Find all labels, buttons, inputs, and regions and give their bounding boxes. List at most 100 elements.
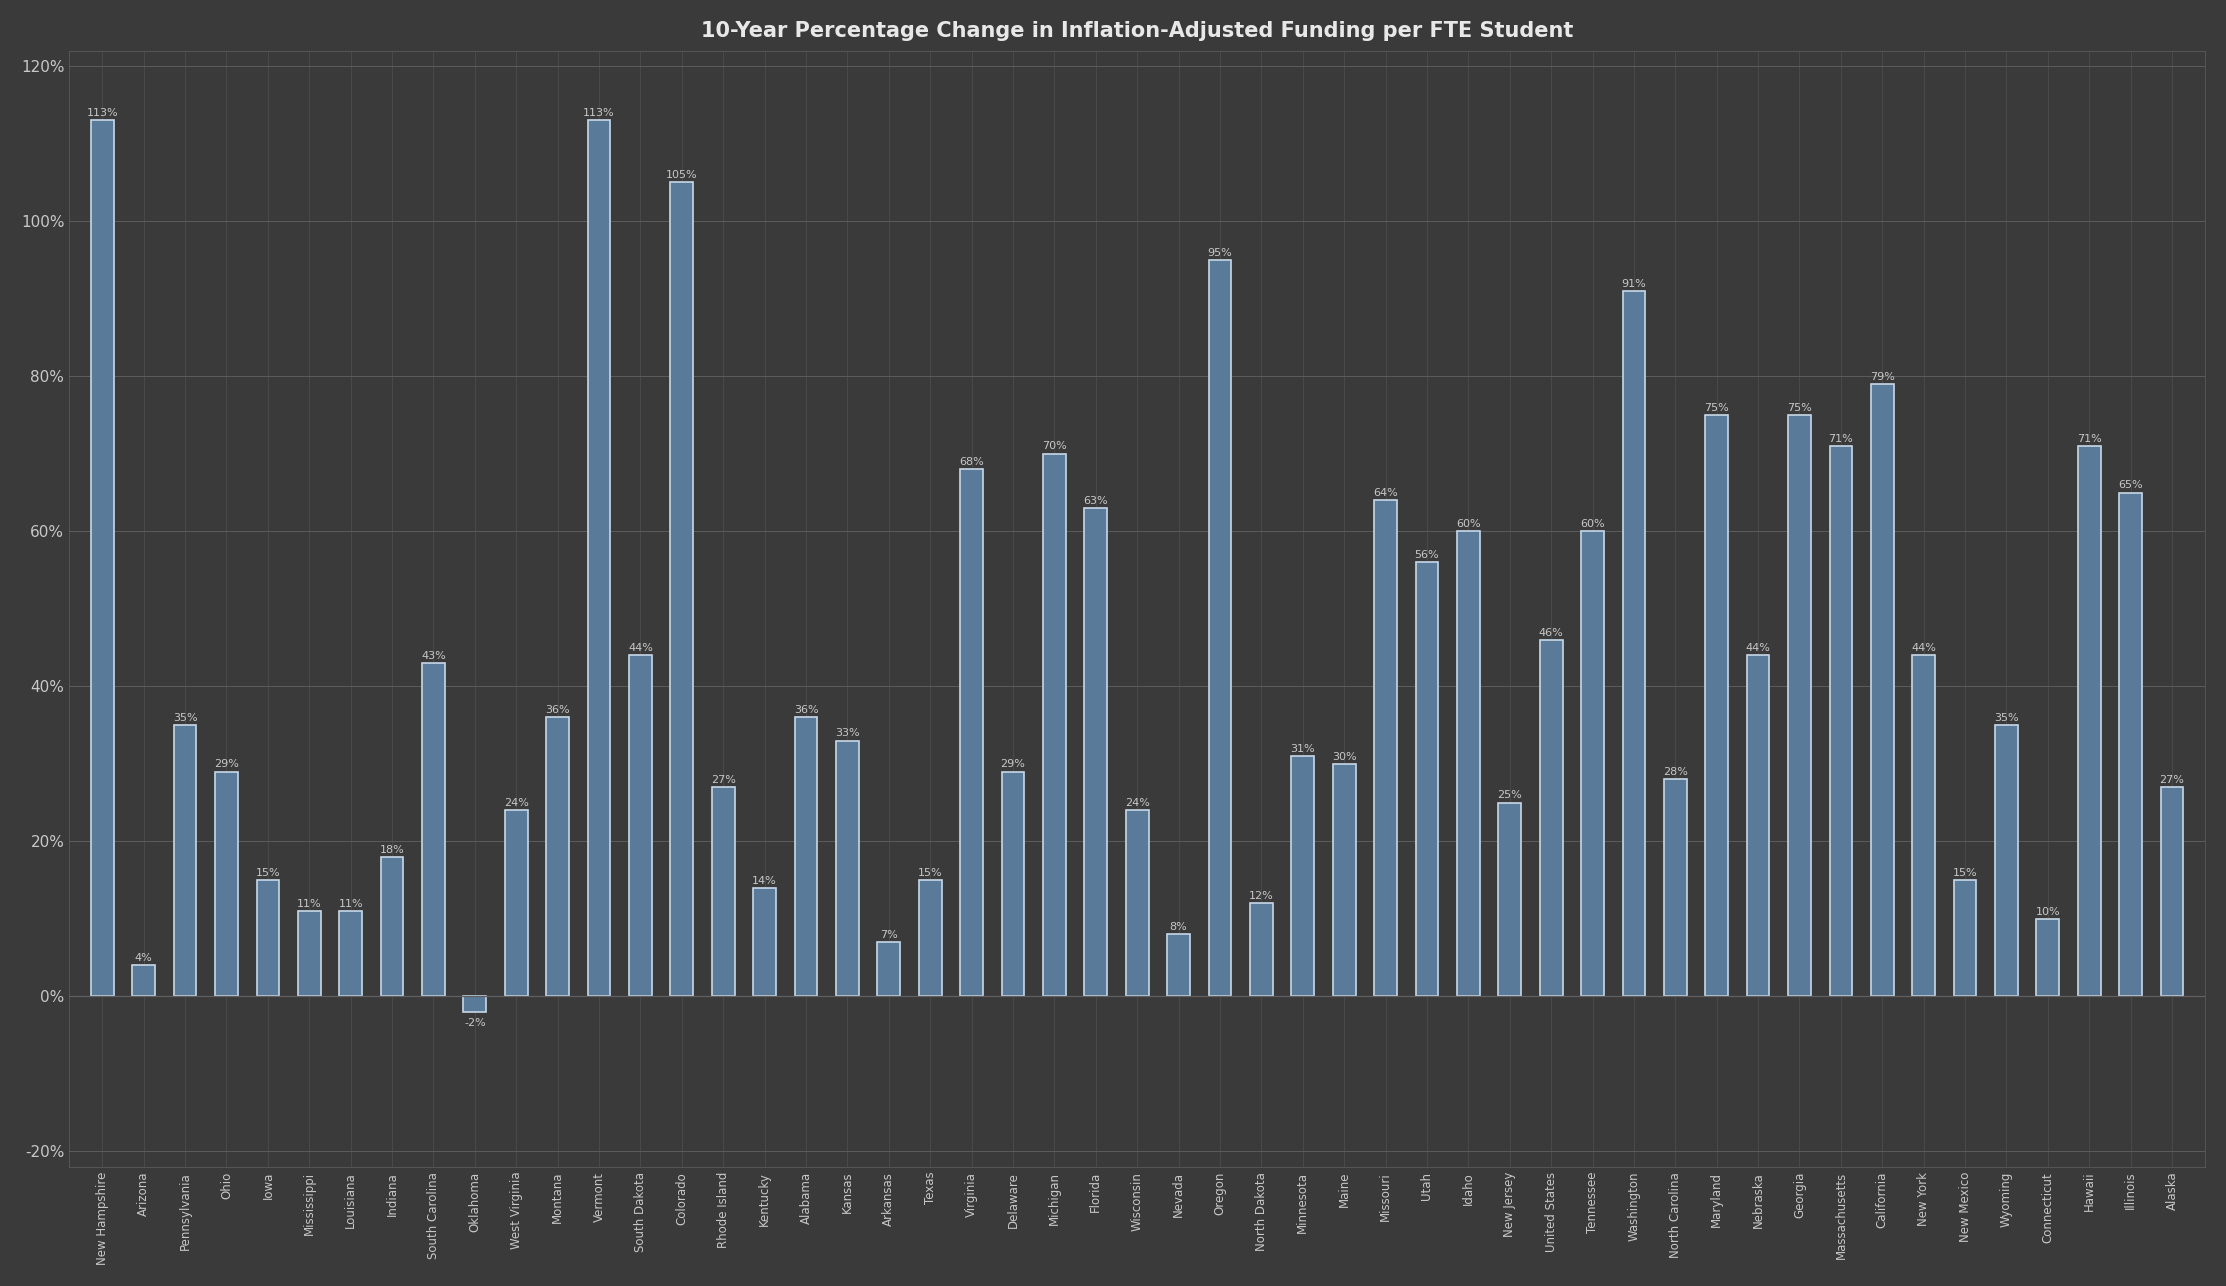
Bar (2037, 919, 2059, 997)
Bar (1623, 291, 1645, 997)
Bar (1458, 531, 1480, 997)
Bar (1416, 562, 1438, 997)
Bar (877, 943, 899, 997)
Text: 105%: 105% (666, 170, 697, 180)
Bar (1580, 531, 1605, 997)
Text: 113%: 113% (583, 108, 614, 118)
Bar (959, 469, 984, 997)
Text: 27%: 27% (710, 774, 735, 784)
Bar (752, 887, 777, 997)
Text: 33%: 33% (835, 728, 859, 738)
Bar (2077, 446, 2101, 997)
Bar (1002, 772, 1024, 997)
Text: 71%: 71% (1828, 433, 1854, 444)
Text: 35%: 35% (174, 712, 198, 723)
Bar (91, 121, 114, 997)
Bar (463, 997, 485, 1012)
Bar (2161, 787, 2184, 997)
Bar (1994, 725, 2017, 997)
Bar (1373, 500, 1398, 997)
Text: 24%: 24% (1124, 799, 1149, 808)
Title: 10-Year Percentage Change in Inflation-Adjusted Funding per FTE Student: 10-Year Percentage Change in Inflation-A… (701, 21, 1574, 41)
Text: 43%: 43% (421, 651, 445, 661)
Text: 79%: 79% (1870, 372, 1894, 382)
Bar (670, 183, 692, 997)
Bar (837, 741, 859, 997)
Text: 11%: 11% (338, 899, 363, 909)
Text: 28%: 28% (1663, 766, 1687, 777)
Text: 10%: 10% (2035, 907, 2061, 917)
Text: 30%: 30% (1331, 751, 1356, 761)
Bar (630, 656, 652, 997)
Bar (1166, 935, 1191, 997)
Text: 91%: 91% (1621, 279, 1647, 288)
Bar (1540, 640, 1563, 997)
Bar (1084, 508, 1106, 997)
Text: 65%: 65% (2119, 480, 2144, 490)
Bar (505, 810, 528, 997)
Bar (588, 121, 610, 997)
Bar (1333, 764, 1356, 997)
Text: 44%: 44% (1745, 643, 1770, 653)
Text: 44%: 44% (628, 643, 652, 653)
Text: 46%: 46% (1538, 628, 1563, 638)
Text: 18%: 18% (381, 845, 405, 855)
Bar (338, 912, 363, 997)
Text: 60%: 60% (1580, 520, 1605, 529)
Text: 75%: 75% (1787, 403, 1812, 413)
Bar (1044, 454, 1066, 997)
Bar (1498, 802, 1520, 997)
Bar (1291, 756, 1313, 997)
Text: 64%: 64% (1373, 487, 1398, 498)
Bar (545, 718, 570, 997)
Text: 68%: 68% (959, 457, 984, 467)
Text: 63%: 63% (1084, 495, 1109, 505)
Text: 36%: 36% (795, 705, 819, 715)
Bar (1663, 779, 1687, 997)
Bar (216, 772, 238, 997)
Text: 11%: 11% (296, 899, 321, 909)
Bar (712, 787, 735, 997)
Text: 75%: 75% (1705, 403, 1730, 413)
Text: 56%: 56% (1416, 550, 1440, 559)
Text: 35%: 35% (1994, 712, 2019, 723)
Bar (1705, 415, 1727, 997)
Text: 29%: 29% (214, 759, 238, 769)
Text: 29%: 29% (999, 759, 1026, 769)
Text: 8%: 8% (1169, 922, 1186, 932)
Bar (298, 912, 321, 997)
Bar (1747, 656, 1770, 997)
Bar (423, 664, 445, 997)
Bar (1830, 446, 1852, 997)
Text: -2%: -2% (463, 1019, 485, 1028)
Bar (174, 725, 196, 997)
Text: 27%: 27% (2159, 774, 2184, 784)
Bar (919, 880, 942, 997)
Text: 36%: 36% (545, 705, 570, 715)
Text: 4%: 4% (136, 953, 154, 963)
Text: 25%: 25% (1498, 791, 1523, 800)
Bar (381, 856, 403, 997)
Text: 31%: 31% (1291, 743, 1316, 754)
Text: 15%: 15% (1952, 868, 1977, 878)
Bar (1912, 656, 1934, 997)
Bar (1954, 880, 1977, 997)
Bar (1870, 385, 1894, 997)
Bar (795, 718, 817, 997)
Text: 44%: 44% (1912, 643, 1937, 653)
Text: 12%: 12% (1249, 891, 1273, 901)
Text: 14%: 14% (752, 876, 777, 886)
Bar (256, 880, 278, 997)
Text: 15%: 15% (256, 868, 280, 878)
Text: 60%: 60% (1456, 520, 1480, 529)
Text: 7%: 7% (879, 930, 897, 940)
Text: 15%: 15% (917, 868, 942, 878)
Text: 71%: 71% (2077, 433, 2101, 444)
Text: 113%: 113% (87, 108, 118, 118)
Bar (1787, 415, 1812, 997)
Bar (1251, 903, 1273, 997)
Text: 95%: 95% (1206, 248, 1233, 257)
Bar (1126, 810, 1149, 997)
Bar (2119, 493, 2141, 997)
Bar (1209, 260, 1231, 997)
